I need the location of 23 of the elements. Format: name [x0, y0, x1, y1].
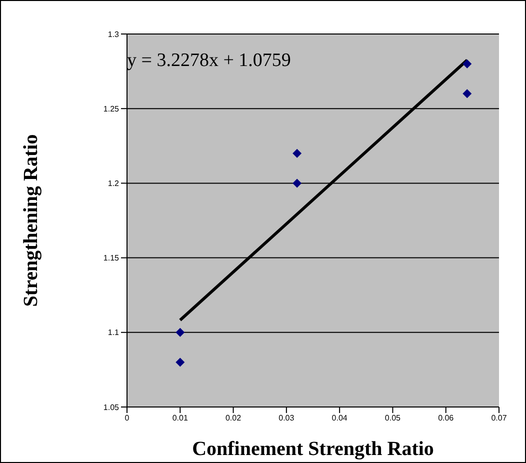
point: [176, 358, 185, 367]
y-tick-label: 1.25: [103, 104, 120, 114]
x-tick-label: 0.03: [278, 414, 295, 423]
point: [292, 148, 302, 158]
x-tick-label: 0.05: [384, 414, 402, 423]
point: [462, 59, 472, 68]
y-axis-title: Strengthening Ratio: [20, 134, 42, 307]
annotation: y = 3.2278x + 1.0759: [127, 50, 291, 72]
point: [462, 89, 472, 98]
x-tick-label: 0.06: [438, 414, 454, 423]
x-tick-label: 0.04: [332, 414, 348, 423]
x-axis-title: Confinement Strength Ratio: [192, 438, 434, 460]
y-tick-label: 1.15: [103, 254, 120, 263]
y-tick-label: 1.2: [108, 179, 120, 188]
y-tick-label: 1.05: [103, 402, 120, 412]
x-tick-label: 0.01: [172, 414, 188, 423]
x-tick-label: 0.07: [491, 414, 508, 423]
x-tick-label: 0.02: [225, 414, 242, 423]
point: [176, 328, 185, 337]
x-tick-label: 0: [124, 414, 130, 423]
y-tick-label: 1.1: [108, 328, 120, 338]
point: [292, 178, 302, 188]
y-tick-label: 1.3: [108, 30, 120, 39]
